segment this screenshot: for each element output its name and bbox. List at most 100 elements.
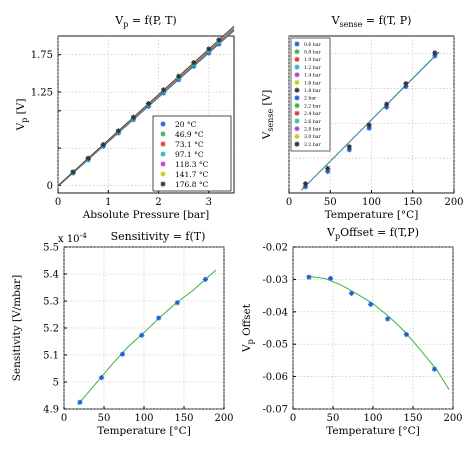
- x-tick-label: 0: [55, 197, 61, 208]
- data-point-core: [326, 170, 329, 173]
- legend-entry: 97.1 °C: [175, 150, 204, 159]
- x-tick-label: 150: [403, 413, 422, 424]
- data-point-core: [78, 400, 82, 404]
- legend-marker-core: [161, 172, 165, 176]
- y-tick-label: 1.25: [31, 88, 53, 99]
- data-point-core: [369, 303, 372, 306]
- legend-entry: 2.4 bar: [304, 111, 321, 117]
- data-point-core: [385, 102, 388, 106]
- y-tick-label: 5.3: [43, 297, 59, 308]
- legend-marker-core: [295, 96, 299, 100]
- y-tick-label: -0.04: [262, 307, 288, 318]
- data-point-core: [132, 115, 135, 119]
- legend-entry: 176.8 °C: [175, 180, 209, 189]
- y-axis-label: Vp Offset: [241, 303, 255, 353]
- data-point-core: [404, 82, 408, 85]
- legend-marker-core: [161, 122, 165, 126]
- x-tick-label: 100: [134, 413, 153, 424]
- x-axis-label: Temperature [°C]: [325, 209, 419, 221]
- x-tick-label: 200: [443, 413, 462, 424]
- chart-title: Vsense = f(T, P): [331, 14, 412, 29]
- legend-marker-core: [295, 135, 299, 138]
- legend-entry: 0.8 bar: [304, 50, 321, 56]
- legend-entry: 20 °C: [175, 120, 197, 129]
- data-point-core: [348, 145, 351, 149]
- legend-entry: 141.7 °C: [175, 170, 209, 179]
- chart-sensitivity: 0 50 100 150 200 4.9 5 5.1 5.2 5.3 5.4 5.5x 10-4 Sen…: [11, 230, 234, 437]
- y-tick-label: 5.2: [43, 324, 59, 335]
- legend-marker-core: [295, 142, 299, 146]
- data-point-core: [117, 129, 120, 133]
- legend-marker-core: [161, 152, 165, 156]
- y-axis-label: Vsense [V]: [261, 90, 275, 141]
- exponent-label: x 10-4: [58, 231, 87, 245]
- x-tick-label: 0: [286, 197, 292, 208]
- data-point-core: [348, 148, 351, 152]
- x-tick-label: 50: [324, 197, 337, 208]
- data-point-core: [367, 123, 371, 127]
- legend-marker-core: [161, 132, 165, 136]
- legend-entry: 2.2 bar: [304, 103, 321, 109]
- data-point-core: [217, 38, 221, 42]
- legend-marker-core: [295, 88, 299, 92]
- y-tick-label: 5: [53, 378, 59, 389]
- data-point-core: [176, 301, 179, 304]
- data-point-core: [100, 376, 103, 379]
- legend-entry: 1.8 bar: [304, 88, 321, 94]
- x-tick-label: 3: [206, 197, 212, 208]
- legend-entry: 3.0 bar: [304, 134, 321, 140]
- x-tick-label: 200: [444, 197, 463, 208]
- legend-marker-core: [295, 73, 299, 77]
- y-tick-label: 5.5: [43, 243, 59, 254]
- x-tick-label: 100: [362, 197, 381, 208]
- data-point-core: [86, 156, 90, 160]
- y-tick-label: 0: [47, 181, 53, 192]
- y-tick-label: -0.06: [262, 372, 288, 383]
- y-tick-label: 5.4: [43, 270, 59, 281]
- data-point-core: [192, 61, 196, 64]
- y-axis-label: Sensitivity [V/mbar]: [11, 275, 23, 382]
- y-tick-label: -0.05: [262, 340, 288, 351]
- data-point-core: [71, 170, 75, 174]
- x-tick-label: 150: [403, 197, 422, 208]
- legend-entry: 2.8 bar: [304, 127, 321, 133]
- data-point-core: [326, 167, 329, 170]
- legend-marker-core: [295, 119, 299, 123]
- data-point-core: [404, 85, 408, 88]
- data-point-core: [367, 126, 371, 130]
- data-point-core: [204, 278, 207, 281]
- legend-entry: 1.4 bar: [304, 73, 321, 79]
- x-tick-label: 50: [327, 413, 340, 424]
- data-point-core: [304, 182, 307, 186]
- y-tick-label: -0.02: [262, 243, 288, 254]
- data-point-core: [147, 102, 150, 105]
- legend-marker-core: [295, 112, 299, 115]
- x-tick-label: 1: [105, 197, 111, 208]
- legend-marker-core: [161, 182, 165, 186]
- x-tick-label: 50: [98, 413, 111, 424]
- series-line: [301, 51, 440, 191]
- y-tick-label: -0.07: [262, 405, 288, 416]
- legend-entry: 73.1 °C: [175, 140, 204, 149]
- legend-marker-core: [295, 127, 299, 130]
- data-point-core: [329, 277, 332, 280]
- x-axis-label: Temperature [°C]: [326, 425, 420, 437]
- legend-marker-core: [295, 50, 299, 53]
- x-axis-label: Temperature [°C]: [97, 425, 191, 437]
- data-point-core: [433, 51, 437, 55]
- fit-line: [306, 275, 450, 390]
- legend-marker-core: [295, 81, 299, 84]
- data-point-core: [433, 367, 436, 371]
- x-tick-label: 150: [174, 413, 193, 424]
- legend-entry: 3.2 bar: [304, 142, 321, 148]
- data-point-core: [177, 74, 180, 78]
- legend-marker-core: [295, 42, 299, 46]
- legend-marker-core: [295, 58, 299, 61]
- y-tick-label: 5.1: [43, 351, 59, 362]
- legend-entry: 1.0 bar: [304, 57, 321, 63]
